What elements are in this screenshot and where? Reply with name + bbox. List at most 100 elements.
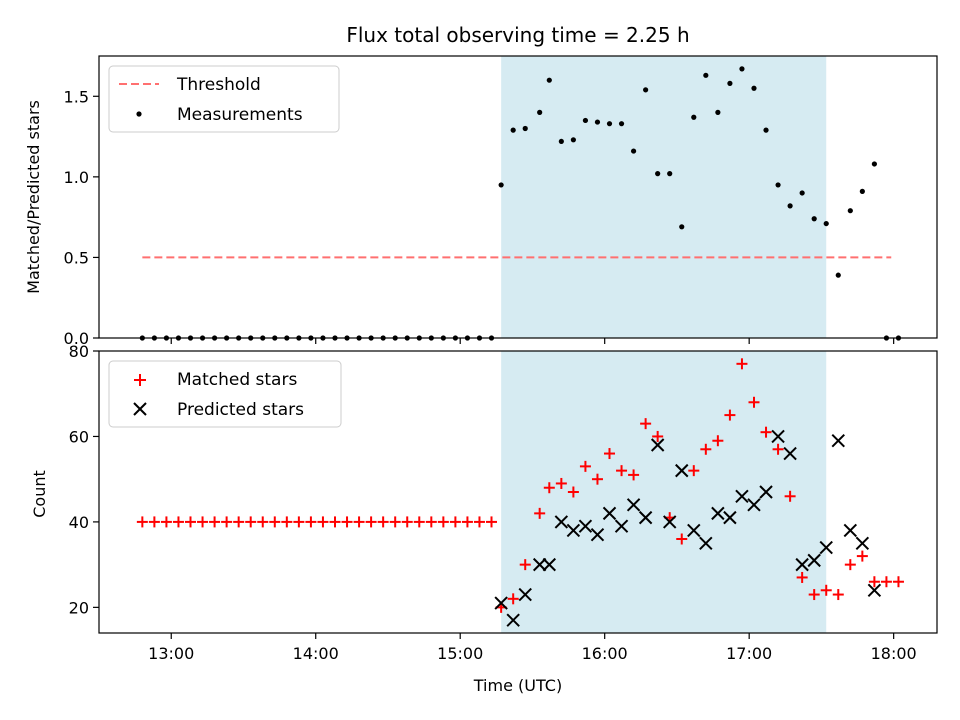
measurement-point [691, 114, 697, 120]
y-tick-label: 0.5 [64, 248, 89, 267]
measurement-point [582, 117, 589, 124]
predicted-star-point [518, 587, 532, 602]
matched-star-point [784, 490, 796, 502]
predicted-star-point [662, 515, 677, 529]
legend-matched-swatch [134, 374, 146, 386]
predicted-star-point [843, 523, 858, 538]
matched-star-point [389, 516, 401, 528]
measurement-point [811, 216, 817, 222]
matched-star-point [519, 559, 531, 571]
top-legend: Threshold Measurements [108, 65, 340, 133]
matched-star-point [676, 533, 688, 545]
matched-star-point [700, 443, 712, 455]
measurement-point [751, 85, 757, 91]
matched-star-point [534, 507, 546, 519]
matched-star-point [365, 516, 377, 528]
matched-star-point [197, 516, 209, 528]
matched-star-point [591, 473, 603, 485]
measurement-point [643, 87, 649, 93]
measurement-point [498, 182, 504, 188]
legend-measurements-label: Measurements [177, 105, 303, 125]
measurement-point [546, 77, 552, 83]
matched-star-point [185, 516, 197, 528]
measurement-point [775, 182, 781, 188]
x-tick-label: 18:00 [871, 644, 917, 663]
matched-star-point [567, 486, 579, 498]
bottom-legend-box [108, 360, 342, 428]
predicted-star-point [602, 506, 617, 521]
matched-star-point [377, 516, 389, 528]
predicted-star-point [747, 498, 761, 512]
measurement-point [570, 137, 576, 143]
matched-star-point [579, 460, 591, 472]
matched-star-point [461, 516, 473, 528]
top-y-ticks: 0.0 0.5 1.0 1.5 [64, 87, 99, 348]
predicted-star-point [807, 553, 821, 568]
measurement-point [679, 224, 685, 230]
measurement-point [739, 66, 745, 72]
matched-star-point [844, 559, 856, 571]
matched-star-point [820, 584, 832, 596]
matched-star-point [507, 593, 519, 605]
measurement-point [871, 161, 877, 167]
matched-star-point [712, 435, 724, 447]
top-shaded-region [501, 56, 827, 338]
predicted-star-point [699, 536, 713, 550]
measurement-point [859, 188, 865, 194]
matched-star-point [160, 516, 172, 528]
matched-star-point [401, 516, 413, 528]
matched-stars-points [136, 358, 904, 613]
predicted-star-point [614, 519, 629, 533]
matched-star-point [652, 430, 664, 442]
predicted-star-point [494, 596, 508, 610]
predicted-star-point [542, 557, 557, 572]
x-tick-label: 13:00 [148, 644, 194, 663]
matched-star-point [736, 358, 748, 370]
measurement-point [787, 203, 793, 209]
matched-star-point [640, 418, 652, 430]
matched-star-point [425, 516, 437, 528]
matched-star-point [245, 516, 257, 528]
y-tick-label: 1.5 [64, 87, 89, 106]
top-legend-box [108, 65, 340, 133]
measurement-point [618, 121, 625, 127]
matched-star-point [413, 516, 425, 528]
measurement-point [835, 272, 841, 278]
matched-star-point [808, 589, 820, 601]
measurement-point [823, 220, 829, 227]
predicted-star-point [819, 540, 833, 555]
y-tick-label: 1.0 [64, 168, 89, 187]
bottom-y-axis-label: Count [30, 470, 49, 518]
matched-star-point [233, 516, 245, 528]
measurement-point [594, 119, 601, 125]
measurement-point [537, 109, 543, 115]
top-y-axis-label: Matched/Predicted stars [24, 100, 43, 294]
matched-star-point [341, 516, 353, 528]
predicted-star-point [735, 489, 749, 503]
matched-star-point [148, 516, 160, 528]
y-tick-label: 40 [69, 513, 89, 532]
matched-star-point [136, 516, 148, 528]
x-tick-label: 17:00 [726, 644, 772, 663]
measurement-point [727, 80, 733, 86]
predicted-star-point [831, 434, 845, 448]
measurement-point [655, 171, 661, 177]
measurement-point [558, 138, 564, 145]
measurement-point [703, 72, 709, 78]
bottom-x-ticks: 13:00 14:00 15:00 16:00 17:00 18:00 [148, 633, 917, 663]
matched-star-point [473, 516, 485, 528]
matched-star-point [892, 576, 904, 588]
matched-star-point [221, 516, 233, 528]
matched-star-point [257, 516, 269, 528]
matched-star-point [555, 477, 567, 489]
matched-star-point [305, 516, 317, 528]
matched-star-point [880, 576, 892, 588]
predicted-star-point [650, 438, 665, 452]
matched-star-point [796, 571, 808, 583]
matched-star-point [832, 589, 844, 601]
measurement-point [630, 148, 637, 154]
bottom-legend: Matched stars Predicted stars [108, 360, 342, 428]
predicted-star-point [783, 446, 797, 461]
predicted-star-point [590, 528, 605, 542]
